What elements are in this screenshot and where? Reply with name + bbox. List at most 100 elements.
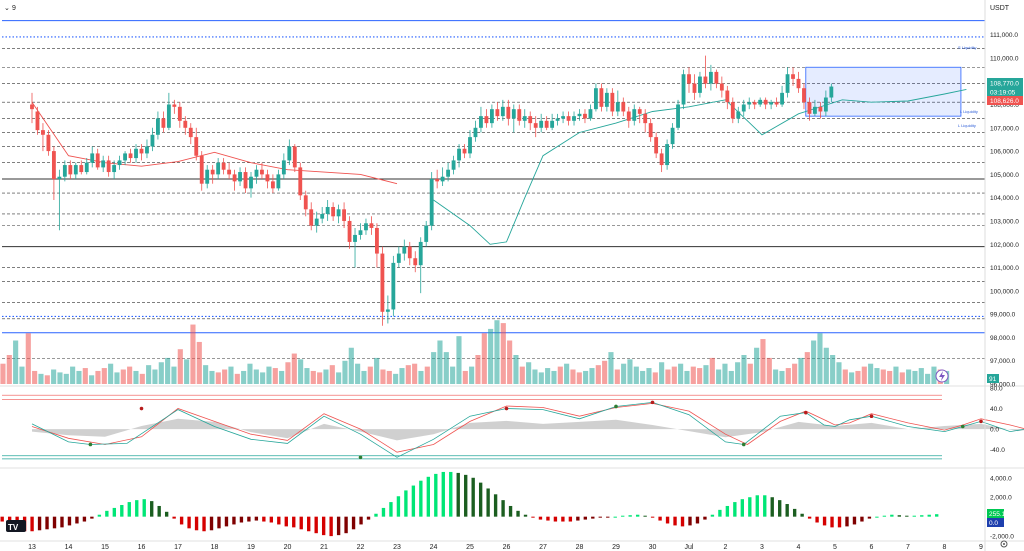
candle-body: [243, 172, 248, 189]
candle-body: [161, 118, 166, 128]
candle: [703, 55, 708, 89]
candle-body: [698, 76, 702, 93]
svg-text:TV: TV: [8, 523, 19, 532]
candle-body: [216, 162, 221, 175]
candle: [758, 97, 763, 107]
candle-body: [484, 116, 489, 124]
momentum-bar: [321, 516, 326, 536]
candle-body: [112, 165, 117, 173]
candle-body: [156, 118, 160, 135]
volume-bar: [545, 368, 551, 384]
candle-body: [194, 137, 199, 156]
candle: [117, 155, 122, 170]
candle: [823, 90, 828, 117]
momentum-bar: [912, 515, 916, 517]
candle-body: [260, 169, 264, 175]
momentum-bar: [224, 516, 229, 527]
momentum-bar: [531, 516, 535, 518]
candle: [517, 104, 522, 126]
candle-body: [424, 225, 429, 242]
volume-bar: [526, 362, 532, 384]
momentum-bar: [67, 516, 72, 526]
candle: [194, 127, 199, 161]
settings-gear-icon[interactable]: [1000, 540, 1008, 548]
candle: [62, 160, 67, 182]
candle-body: [205, 169, 210, 184]
candle: [128, 148, 133, 163]
price-tick-label: 108,000.0: [990, 102, 1019, 109]
candle: [802, 83, 806, 110]
candle: [238, 167, 242, 187]
volume-bar: [25, 333, 31, 384]
candle-body: [413, 258, 418, 266]
momentum-bar: [800, 513, 804, 517]
candle: [57, 169, 62, 231]
lightning-icon[interactable]: [935, 369, 949, 383]
candle-body: [303, 195, 308, 210]
candle: [139, 144, 144, 161]
candle-body: [375, 227, 379, 254]
candle: [309, 202, 314, 231]
momentum-bar: [449, 471, 453, 517]
volume-bar: [652, 372, 658, 384]
candle-body: [522, 116, 527, 121]
candle-body: [615, 102, 620, 112]
collapse-chevron-icon[interactable]: ⌄: [4, 5, 10, 12]
candle-body: [665, 144, 670, 166]
candle-body: [517, 109, 522, 121]
candle: [369, 216, 374, 235]
candle-body: [610, 92, 615, 112]
volume-tag: [987, 374, 999, 383]
momentum-bar: [90, 516, 94, 519]
candle-body: [183, 120, 188, 128]
candle-body: [150, 134, 155, 147]
volume-bar: [538, 372, 544, 384]
candle: [331, 202, 336, 221]
time-tick-label: 20: [284, 544, 292, 551]
candlesticks: [30, 55, 834, 326]
cross-dot: [741, 442, 746, 447]
momentum-bar: [778, 500, 782, 517]
candle: [232, 169, 237, 191]
volume-bar: [608, 352, 614, 384]
momentum-bar: [314, 516, 318, 534]
price-tick-label: 102,000.0: [990, 242, 1019, 249]
candle: [506, 99, 511, 126]
momentum-bar: [493, 494, 498, 517]
volume-bar: [336, 372, 342, 384]
candle-body: [429, 179, 434, 226]
candle-body: [823, 97, 828, 112]
candle: [692, 74, 697, 100]
candle: [544, 116, 549, 131]
volume-bar: [228, 366, 234, 384]
price-tick-label: 99,000.0: [990, 312, 1016, 319]
momentum-value-tag: [987, 509, 1004, 518]
candle-body: [626, 111, 631, 121]
volume-bar: [44, 375, 50, 384]
volume-bar: [405, 365, 411, 384]
candle-body: [210, 169, 215, 175]
candle-body: [145, 146, 149, 154]
candle: [577, 109, 582, 121]
volume-bar: [133, 370, 139, 384]
momentum-bar: [583, 516, 588, 520]
candle-body: [561, 116, 565, 119]
volume-bar: [507, 340, 513, 384]
volume-bar: [570, 369, 576, 384]
candle-body: [785, 74, 790, 93]
momentum-bar: [411, 485, 416, 517]
candle-body: [435, 179, 440, 182]
candle-body: [583, 113, 587, 119]
time-tick-label: 21: [320, 544, 328, 551]
oscillator-tick-label: 0.0: [990, 427, 999, 434]
candle-body: [747, 102, 752, 105]
candle-body: [594, 88, 598, 110]
cross-dot: [88, 442, 93, 447]
candle: [780, 85, 784, 107]
tradingview-logo-icon[interactable]: TV: [6, 520, 26, 532]
candle: [588, 104, 593, 121]
candle: [698, 71, 702, 98]
volume-bar: [703, 365, 709, 384]
cross-dot: [804, 410, 808, 415]
